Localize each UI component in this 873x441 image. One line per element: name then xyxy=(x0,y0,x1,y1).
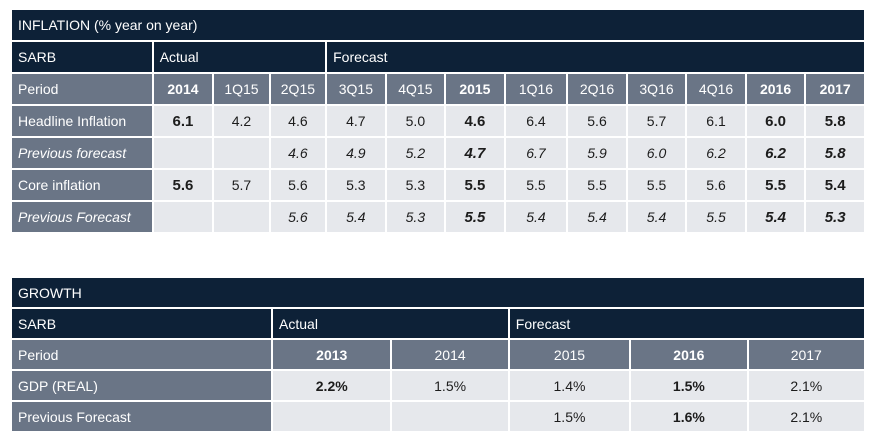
table-cell: 4.2 xyxy=(214,106,269,136)
growth-sarb-label: SARB xyxy=(12,309,272,338)
table-cell: 5.5 xyxy=(505,170,567,200)
table-cell xyxy=(214,202,269,232)
table-cell: 6.2 xyxy=(687,138,745,168)
period-header: 2017 xyxy=(806,74,864,104)
table-cell: 4.6 xyxy=(270,106,326,136)
table-cell: 5.4 xyxy=(627,202,686,232)
table-cell: 1.5% xyxy=(631,371,747,400)
inflation-forecast-label: Forecast xyxy=(327,42,864,72)
inflation-sarb-label: SARB xyxy=(12,42,152,72)
table-cell: 5.4 xyxy=(806,170,864,200)
period-header: 2017 xyxy=(748,340,864,369)
table-cell: 5.5 xyxy=(687,202,745,232)
table-cell xyxy=(392,402,508,431)
table-cell: 5.4 xyxy=(327,202,385,232)
table-cell: 5.8 xyxy=(806,138,864,168)
table-cell: 2.2% xyxy=(273,371,391,400)
period-header: 2Q15 xyxy=(270,74,326,104)
table-cell: 5.4 xyxy=(505,202,567,232)
table-cell: 5.5 xyxy=(446,170,504,200)
table-row: GDP (REAL) 2.2% 1.5% 1.4% 1.5% 2.1% xyxy=(12,371,864,400)
table-cell: 1.5% xyxy=(392,371,508,400)
table-cell: 4.7 xyxy=(446,138,504,168)
table-cell: 5.5 xyxy=(568,170,626,200)
period-header: 4Q15 xyxy=(386,74,445,104)
table-cell: 5.5 xyxy=(446,202,504,232)
inflation-title: INFLATION (% year on year) xyxy=(12,10,864,40)
growth-actual-label: Actual xyxy=(273,309,508,338)
growth-period-label: Period xyxy=(12,340,272,369)
table-cell xyxy=(214,138,269,168)
table-cell: 5.6 xyxy=(568,106,626,136)
table-cell: 5.7 xyxy=(627,106,686,136)
table-cell: 5.0 xyxy=(386,106,445,136)
table-cell: 4.6 xyxy=(446,106,504,136)
table-cell xyxy=(273,402,391,431)
row-label-gdp-real: GDP (REAL) xyxy=(12,371,272,400)
row-label-previous-forecast: Previous forecast xyxy=(12,138,152,168)
table-cell: 6.4 xyxy=(505,106,567,136)
table-row: Previous Forecast 1.5% 1.6% 2.1% xyxy=(12,402,864,431)
period-header: 2014 xyxy=(153,74,213,104)
period-header: 1Q16 xyxy=(505,74,567,104)
table-cell: 6.0 xyxy=(746,106,805,136)
table-row: Previous forecast 4.6 4.9 5.2 4.7 6.7 5.… xyxy=(12,138,864,168)
table-row: Core inflation 5.6 5.7 5.6 5.3 5.3 5.5 5… xyxy=(12,170,864,200)
table-cell xyxy=(153,138,213,168)
inflation-period-label: Period xyxy=(12,74,152,104)
period-header: 2Q16 xyxy=(568,74,626,104)
table-cell: 1.4% xyxy=(509,371,630,400)
table-cell: 5.5 xyxy=(627,170,686,200)
table-cell: 5.2 xyxy=(386,138,445,168)
table-cell: 6.1 xyxy=(687,106,745,136)
table-cell: 5.3 xyxy=(386,170,445,200)
period-header: 3Q15 xyxy=(327,74,385,104)
period-header: 3Q16 xyxy=(627,74,686,104)
table-cell: 5.6 xyxy=(153,170,213,200)
table-cell xyxy=(153,202,213,232)
table-cell: 6.7 xyxy=(505,138,567,168)
table-cell: 5.3 xyxy=(327,170,385,200)
table-cell: 5.3 xyxy=(806,202,864,232)
period-header: 2016 xyxy=(631,340,747,369)
period-header: 1Q15 xyxy=(214,74,269,104)
table-cell: 2.1% xyxy=(748,402,864,431)
table-cell: 4.9 xyxy=(327,138,385,168)
table-cell: 1.6% xyxy=(631,402,747,431)
row-label-previous-forecast: Previous Forecast xyxy=(12,402,272,431)
table-cell: 5.4 xyxy=(746,202,805,232)
inflation-actual-label: Actual xyxy=(153,42,326,72)
table-cell: 6.2 xyxy=(746,138,805,168)
period-header: 2013 xyxy=(273,340,391,369)
table-cell: 4.7 xyxy=(327,106,385,136)
table-cell: 5.6 xyxy=(687,170,745,200)
table-cell: 5.8 xyxy=(806,106,864,136)
period-header: 2014 xyxy=(392,340,508,369)
table-row: Headline Inflation 6.1 4.2 4.6 4.7 5.0 4… xyxy=(12,106,864,136)
period-header: 4Q16 xyxy=(687,74,745,104)
growth-title: GROWTH xyxy=(12,278,864,307)
table-cell: 4.6 xyxy=(270,138,326,168)
table-cell: 6.1 xyxy=(153,106,213,136)
table-cell: 5.6 xyxy=(270,202,326,232)
table-cell: 1.5% xyxy=(509,402,630,431)
period-header: 2016 xyxy=(746,74,805,104)
table-cell: 5.4 xyxy=(568,202,626,232)
table-cell: 5.7 xyxy=(214,170,269,200)
table-cell: 5.9 xyxy=(568,138,626,168)
table-cell: 5.6 xyxy=(270,170,326,200)
period-header: 2015 xyxy=(446,74,504,104)
table-cell: 5.5 xyxy=(746,170,805,200)
row-label-core-inflation: Core inflation xyxy=(12,170,152,200)
row-label-previous-forecast-core: Previous Forecast xyxy=(12,202,152,232)
table-row: Previous Forecast 5.6 5.4 5.3 5.5 5.4 5.… xyxy=(12,202,864,232)
table-cell: 6.0 xyxy=(627,138,686,168)
growth-forecast-label: Forecast xyxy=(509,309,864,338)
table-cell: 5.3 xyxy=(386,202,445,232)
inflation-table: INFLATION (% year on year) SARB Actual F… xyxy=(10,8,866,234)
growth-table: GROWTH SARB Actual Forecast Period 2013 … xyxy=(10,276,866,433)
row-label-headline-inflation: Headline Inflation xyxy=(12,106,152,136)
period-header: 2015 xyxy=(509,340,630,369)
table-cell: 2.1% xyxy=(748,371,864,400)
